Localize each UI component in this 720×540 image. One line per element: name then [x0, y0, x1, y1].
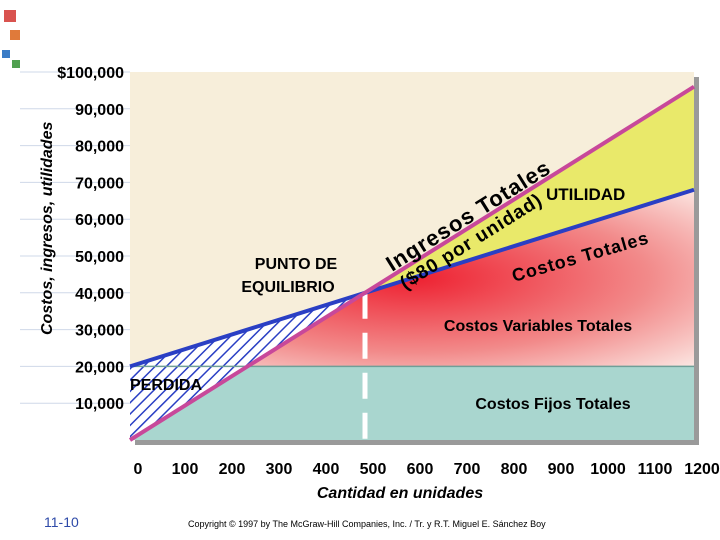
y-tick-label: 40,000 — [75, 286, 124, 303]
x-tick-label: 1200 — [684, 461, 720, 478]
total-cost-line — [129, 187, 695, 369]
y-tick-label: 10,000 — [75, 396, 124, 413]
break-even-label-line1: PUNTO DE — [255, 256, 338, 273]
revenue-line — [128, 85, 696, 442]
break-even-label-line2: EQUILIBRIO — [241, 279, 334, 296]
x-tick-label: 0 — [134, 461, 143, 478]
plot-area — [128, 72, 699, 460]
loss-label: PERDIDA — [130, 377, 202, 394]
x-tick-label: 900 — [548, 461, 575, 478]
variable-costs-label: Costos Variables Totales — [444, 318, 632, 335]
profit-label: UTILIDAD — [546, 185, 625, 204]
page-number: 11-10 — [44, 514, 79, 530]
y-tick-label: 60,000 — [75, 212, 124, 229]
y-tick-label: 80,000 — [75, 139, 124, 156]
x-axis-title: Cantidad en unidades — [317, 485, 483, 502]
y-axis-ticks: $100,000 90,000 80,000 70,000 60,000 50,000 40… — [20, 65, 130, 413]
x-tick-label: 800 — [501, 461, 528, 478]
x-tick-label: 600 — [407, 461, 434, 478]
copyright-notice: Copyright © 1997 by The McGraw-Hill Comp… — [188, 519, 546, 529]
y-tick-label: $100,000 — [57, 65, 124, 82]
fixed-costs-label: Costos Fijos Totales — [475, 396, 630, 413]
x-tick-label: 500 — [360, 461, 387, 478]
y-axis-title: Costos, ingresos, utilidades — [39, 122, 56, 335]
x-tick-label: 100 — [172, 461, 199, 478]
x-tick-label: 400 — [313, 461, 340, 478]
x-tick-label: 700 — [454, 461, 481, 478]
x-tick-label: 1000 — [590, 461, 626, 478]
slide-decoration — [2, 10, 20, 68]
y-tick-label: 30,000 — [75, 323, 124, 340]
y-tick-label: 70,000 — [75, 175, 124, 192]
y-tick-label: 20,000 — [75, 359, 124, 376]
x-tick-label: 200 — [219, 461, 246, 478]
y-tick-label: 90,000 — [75, 102, 124, 119]
x-tick-label: 1100 — [638, 461, 673, 478]
x-tick-label: 300 — [266, 461, 293, 478]
x-axis-ticks: 0 100 200 300 400 500 600 700 800 900 1000 1100 1200 — [129, 446, 720, 478]
y-tick-label: 50,000 — [75, 249, 124, 266]
